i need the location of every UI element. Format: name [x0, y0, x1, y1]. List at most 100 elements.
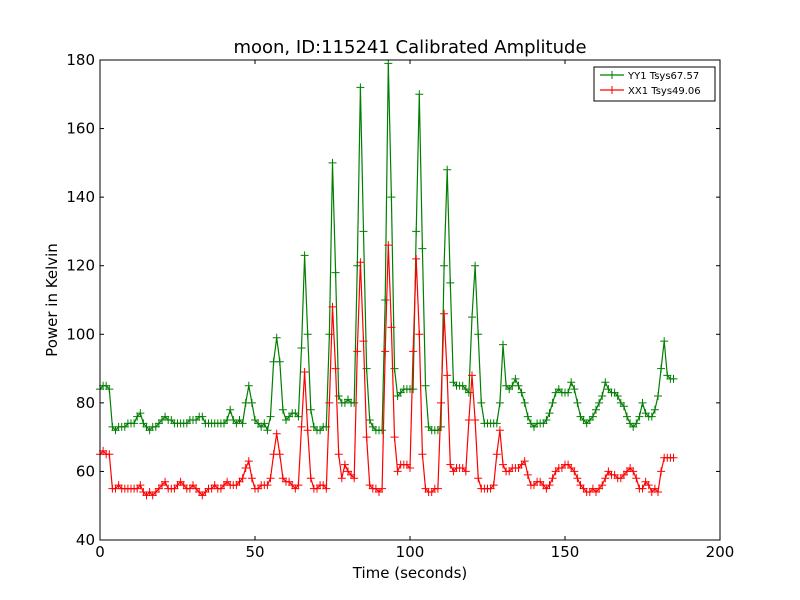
data-point — [443, 165, 452, 174]
data-point — [105, 385, 114, 394]
x-tick-label: 100 — [396, 543, 425, 561]
data-point — [548, 398, 557, 407]
x-tick-label: 0 — [95, 543, 105, 561]
data-point — [638, 484, 647, 493]
data-point — [359, 337, 368, 346]
data-point — [272, 333, 281, 342]
data-point — [303, 426, 312, 435]
legend-label: YY1 Tsys67.57 — [627, 71, 699, 82]
data-point — [362, 433, 371, 442]
data-point — [328, 302, 337, 311]
data-point — [105, 450, 114, 459]
data-point — [623, 412, 631, 421]
data-point — [384, 59, 393, 68]
data-point — [461, 467, 470, 476]
data-point — [263, 481, 272, 490]
data-point — [440, 309, 449, 318]
data-point — [406, 464, 414, 472]
data-point — [387, 193, 396, 202]
data-point — [238, 474, 247, 483]
data-point — [495, 426, 504, 435]
data-point — [381, 296, 390, 304]
data-point — [632, 419, 641, 428]
data-point — [415, 90, 424, 99]
data-point — [499, 340, 507, 349]
data-point — [647, 412, 656, 421]
data-point — [378, 426, 387, 435]
data-point — [601, 474, 610, 483]
data-point — [567, 378, 576, 387]
data-point — [669, 374, 678, 383]
data-point — [350, 474, 359, 483]
data-point — [474, 330, 483, 339]
data-point — [471, 261, 480, 270]
data-point — [300, 368, 309, 376]
data-point — [635, 412, 644, 421]
data-point — [303, 330, 312, 339]
data-point — [306, 405, 315, 414]
data-point — [598, 392, 607, 400]
data-point — [244, 381, 253, 390]
data-point — [523, 412, 532, 421]
data-point — [437, 422, 445, 431]
data-point — [548, 474, 557, 483]
data-point — [353, 347, 362, 356]
y-tick-label: 140 — [66, 188, 95, 206]
data-point — [412, 227, 421, 236]
data-point — [446, 460, 455, 469]
legend-box — [593, 66, 716, 102]
data-point — [266, 412, 275, 421]
data-point — [266, 474, 275, 483]
data-point — [650, 405, 659, 414]
data-point — [247, 398, 256, 407]
data-point — [409, 385, 418, 394]
data-point — [136, 481, 145, 490]
data-point — [390, 364, 399, 373]
data-point — [570, 385, 579, 394]
data-point — [418, 450, 427, 459]
data-point — [654, 488, 662, 496]
data-point — [629, 467, 638, 476]
data-point — [601, 378, 610, 387]
data-point — [511, 374, 520, 383]
data-point — [464, 388, 473, 397]
series-layer — [96, 59, 678, 500]
data-point — [378, 484, 387, 493]
data-point — [520, 457, 529, 466]
data-point — [387, 323, 396, 332]
data-point — [356, 83, 365, 92]
data-point — [598, 481, 607, 490]
series-line — [99, 245, 674, 497]
data-point — [644, 481, 653, 490]
data-point — [660, 337, 669, 346]
chart-title: moon, ID:115241 Calibrated Amplitude — [233, 37, 586, 58]
data-point — [415, 330, 424, 339]
data-point — [241, 464, 250, 472]
data-point — [260, 419, 269, 428]
data-point — [570, 467, 579, 476]
legend: YY1 Tsys67.57 XX1 Tsys49.06 — [593, 66, 716, 102]
data-point — [489, 481, 498, 490]
data-point — [340, 460, 349, 469]
legend-label: XX1 Tsys49.06 — [628, 86, 701, 97]
data-point — [359, 227, 368, 236]
y-tick-label: 100 — [66, 325, 95, 343]
data-point — [356, 258, 365, 267]
y-tick-label: 60 — [76, 462, 95, 480]
data-point — [523, 470, 532, 479]
data-point — [381, 347, 390, 356]
data-point — [573, 474, 582, 483]
data-point — [514, 381, 523, 390]
data-point — [492, 450, 501, 459]
data-point — [545, 481, 554, 490]
y-tick-label: 80 — [76, 394, 95, 412]
data-point — [331, 268, 340, 277]
data-point — [437, 398, 445, 407]
data-point — [272, 429, 281, 438]
data-point — [238, 419, 247, 428]
data-point — [275, 357, 284, 366]
data-point — [632, 474, 641, 483]
data-point — [337, 474, 346, 483]
data-point — [350, 398, 359, 407]
